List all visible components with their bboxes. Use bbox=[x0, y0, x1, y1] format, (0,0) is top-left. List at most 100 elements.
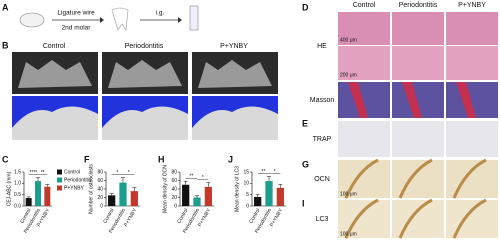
histology-image bbox=[338, 46, 390, 80]
histology-image bbox=[446, 46, 498, 80]
y-tick-label: 60 bbox=[97, 178, 103, 184]
arrow-head bbox=[100, 17, 104, 23]
bar bbox=[25, 198, 32, 206]
panel-label: H bbox=[158, 154, 165, 164]
panel-label: J bbox=[228, 154, 233, 164]
panel-label: F bbox=[84, 154, 90, 164]
ct-bone bbox=[192, 106, 278, 140]
histology-image bbox=[338, 200, 390, 238]
ct-bone bbox=[102, 106, 188, 140]
significance-label: * bbox=[116, 170, 118, 176]
significance-label: * bbox=[274, 169, 276, 175]
y-tick-label: 20 bbox=[171, 195, 177, 201]
tooth-icon bbox=[111, 7, 129, 31]
y-tick-label: 80 bbox=[97, 169, 103, 175]
significance-label: **** bbox=[29, 170, 37, 176]
schematic-text: Ligature wire bbox=[57, 10, 95, 17]
bar bbox=[44, 186, 51, 206]
panel-label: G bbox=[302, 159, 309, 169]
histology-image bbox=[446, 160, 498, 198]
bar bbox=[119, 182, 127, 206]
histology-image bbox=[392, 12, 444, 45]
stain bbox=[344, 198, 379, 239]
histology-image bbox=[338, 160, 390, 198]
legend-swatch bbox=[57, 185, 62, 191]
stain bbox=[452, 198, 487, 239]
histology-image bbox=[446, 200, 498, 238]
scale-bar-label: 100 μm bbox=[340, 191, 357, 197]
significance-label: ** bbox=[261, 169, 265, 175]
schematic-text: i.g. bbox=[156, 10, 165, 17]
scale-bar-label: 400 μm bbox=[340, 37, 357, 43]
column-header: Control bbox=[43, 43, 66, 50]
row-label: TRAP bbox=[313, 136, 332, 143]
legend-swatch bbox=[57, 169, 62, 175]
legend-label: Control bbox=[64, 169, 80, 175]
y-axis-label: Mean density of LC3 bbox=[234, 166, 240, 212]
y-tick-label: 40 bbox=[171, 186, 177, 192]
histology-image bbox=[392, 46, 444, 80]
legend-label: P+YNBY bbox=[64, 185, 85, 191]
schematic-text: 2nd molar bbox=[62, 25, 92, 32]
y-tick-label: 0.0 bbox=[14, 203, 21, 209]
y-tick-label: 20 bbox=[97, 195, 103, 201]
legend-label: Periodontitis bbox=[64, 177, 92, 183]
bar bbox=[108, 195, 116, 206]
column-header: Periodontitis bbox=[125, 43, 164, 50]
scale-bar-label: 200 μm bbox=[340, 72, 357, 78]
stain bbox=[344, 158, 379, 199]
panel-label: B bbox=[2, 40, 9, 50]
y-tick-label: 10 bbox=[243, 181, 249, 187]
mouse-icon bbox=[19, 12, 45, 28]
bar bbox=[35, 181, 41, 206]
row-label: HE bbox=[317, 43, 327, 50]
column-header: Control bbox=[353, 2, 376, 9]
column-header: Periodontitis bbox=[399, 2, 438, 9]
ct-bone bbox=[12, 106, 98, 140]
row-label: LC3 bbox=[316, 216, 329, 223]
column-header: P+YNBY bbox=[220, 43, 248, 50]
row-label: Masson bbox=[310, 97, 335, 104]
stain bbox=[456, 82, 476, 118]
significance-label: * bbox=[202, 175, 204, 181]
gavage-icon bbox=[189, 5, 199, 31]
stain bbox=[398, 158, 433, 199]
y-tick-label: 15 bbox=[243, 169, 249, 175]
histology-image bbox=[392, 200, 444, 238]
legend-swatch bbox=[57, 177, 62, 183]
y-axis-label: CEJ-ABC (mm) bbox=[6, 171, 12, 206]
stain bbox=[398, 198, 433, 239]
bar bbox=[276, 187, 284, 206]
y-tick-label: 1.5 bbox=[14, 169, 21, 175]
bar bbox=[204, 186, 212, 206]
arrow-head bbox=[178, 17, 182, 23]
ct-teeth bbox=[198, 60, 272, 88]
y-tick-label: 0.5 bbox=[14, 192, 21, 198]
y-tick-label: 40 bbox=[97, 186, 103, 192]
row-label: OCN bbox=[314, 176, 330, 183]
bar bbox=[182, 184, 190, 206]
significance-label: * bbox=[128, 170, 130, 176]
significance-label: ** bbox=[41, 170, 45, 176]
bar bbox=[130, 191, 138, 206]
y-tick-label: 0 bbox=[246, 203, 249, 209]
panel-label: D bbox=[302, 2, 309, 12]
panel-label: I bbox=[302, 198, 305, 208]
histology-image bbox=[338, 121, 390, 157]
panel-label: C bbox=[2, 154, 9, 164]
bar bbox=[254, 196, 262, 206]
histology-image bbox=[338, 12, 390, 45]
bar bbox=[193, 197, 201, 206]
ct-teeth bbox=[108, 60, 182, 88]
histology-image bbox=[446, 121, 498, 157]
histology-image bbox=[392, 121, 444, 157]
stain bbox=[402, 82, 422, 118]
y-tick-label: 5 bbox=[246, 192, 249, 198]
y-tick-label: 0 bbox=[100, 203, 103, 209]
y-tick-label: 80 bbox=[171, 169, 177, 175]
panel-label: A bbox=[2, 2, 9, 12]
y-axis-label: Number of osteoclasts bbox=[88, 164, 94, 214]
y-tick-label: 60 bbox=[171, 178, 177, 184]
y-tick-label: 1.0 bbox=[14, 181, 21, 187]
stain bbox=[348, 82, 368, 118]
